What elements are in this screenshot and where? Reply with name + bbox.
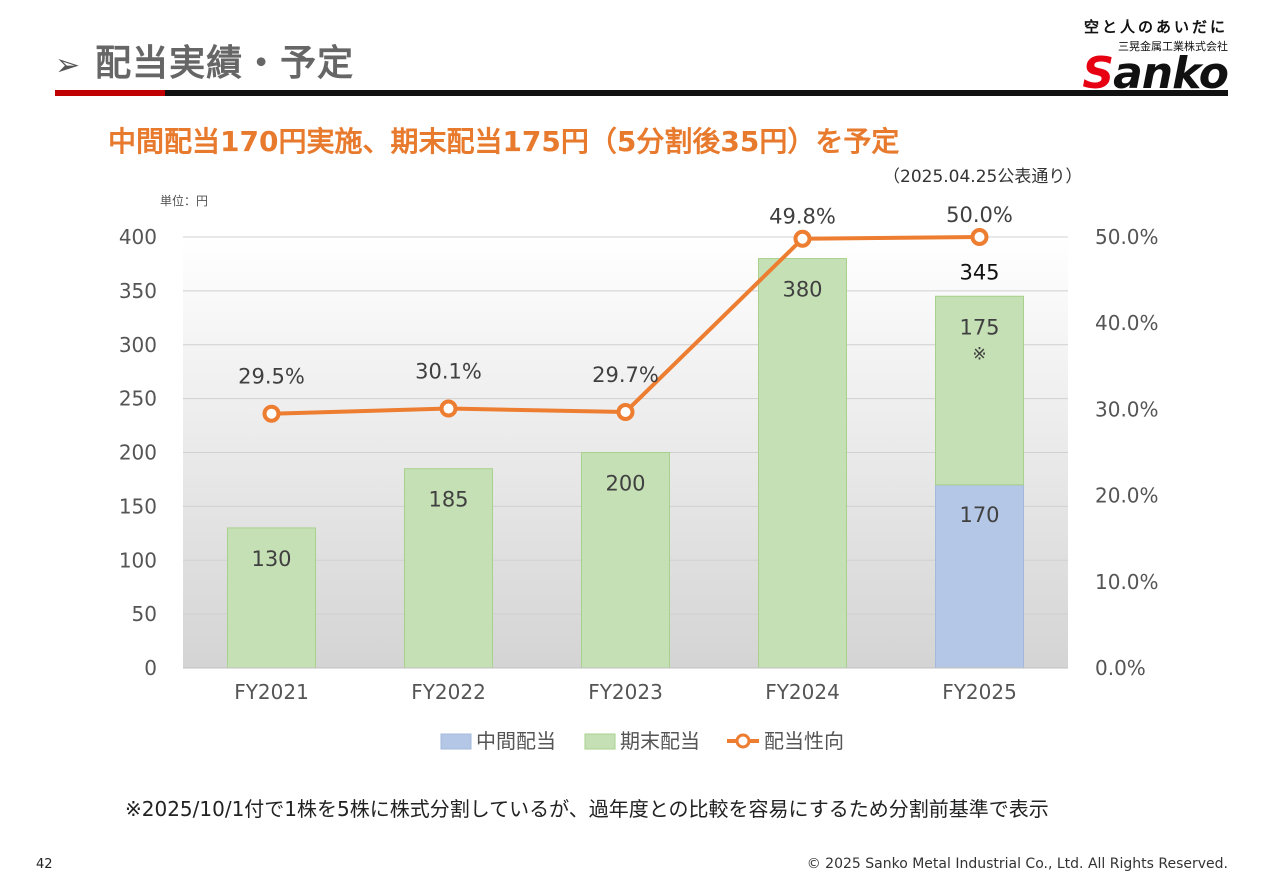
bar-year-end-FY2022 bbox=[404, 468, 493, 669]
bar-value-label: 130 bbox=[251, 547, 291, 571]
y-tick-label: 300 bbox=[119, 333, 157, 357]
payout-ratio-label: 29.5% bbox=[238, 365, 305, 389]
payout-ratio-point bbox=[262, 404, 281, 423]
footnote: ※2025/10/1付で1株を5株に株式分割しているが、過年度との比較を容易にす… bbox=[125, 797, 1049, 821]
bar-year-end-FY2025 bbox=[935, 295, 1024, 486]
y-tick-label: 250 bbox=[119, 387, 157, 411]
header-rule-accent bbox=[55, 90, 165, 96]
y2-tick-label: 10.0% bbox=[1095, 570, 1159, 594]
x-tick-label: FY2022 bbox=[411, 680, 486, 704]
y-tick-label: 350 bbox=[119, 279, 157, 303]
payout-ratio-label: 30.1% bbox=[415, 360, 482, 384]
y2-tick-label: 0.0% bbox=[1095, 656, 1146, 680]
y2-tick-label: 40.0% bbox=[1095, 311, 1159, 335]
page-number: 42 bbox=[36, 857, 53, 872]
legend-marker-payout bbox=[735, 733, 751, 749]
payout-ratio-point bbox=[616, 402, 635, 421]
payout-ratio-point bbox=[970, 228, 989, 246]
bar-year-end-FY2024 bbox=[758, 258, 847, 669]
x-tick-label: FY2025 bbox=[942, 680, 1017, 704]
bar-value-label: 380 bbox=[782, 278, 822, 302]
company-logo: 空と人のあいだに 三晃金属工業株式会社 Sanko bbox=[1063, 16, 1229, 96]
bar-value-label: 185 bbox=[428, 488, 468, 512]
x-tick-label: FY2023 bbox=[588, 680, 663, 704]
logo-wordmark: Sanko bbox=[1063, 52, 1229, 96]
y-tick-label: 200 bbox=[119, 441, 157, 465]
bar-year-end-value-label: 175 bbox=[959, 315, 999, 339]
logo-tagline: 空と人のあいだに bbox=[1083, 18, 1228, 36]
legend-swatch-year-end bbox=[584, 733, 616, 750]
bullet-arrow-icon: ➢ bbox=[55, 48, 82, 83]
legend-label-year-end: 期末配当 bbox=[620, 729, 700, 753]
logo-company-name: 三晃金属工業株式会社 bbox=[1118, 40, 1228, 53]
announcement-note: （2025.04.25公表通り） bbox=[883, 167, 1083, 187]
legend-swatch-interim bbox=[440, 733, 472, 750]
headline: 中間配当170円実施、期末配当175円（5分割後35円）を予定 bbox=[108, 125, 900, 158]
bar-note-mark: ※ bbox=[972, 344, 986, 364]
bar-interim-value-label: 170 bbox=[959, 503, 999, 527]
payout-ratio-label: 49.8% bbox=[769, 205, 836, 229]
payout-ratio-point bbox=[793, 229, 812, 248]
page-title-text: 配当実績・予定 bbox=[95, 43, 355, 84]
header-rule bbox=[165, 90, 1228, 96]
y2-tick-label: 20.0% bbox=[1095, 484, 1159, 508]
y-tick-label: 100 bbox=[119, 548, 157, 572]
logo-wordmark-rest: anko bbox=[1113, 48, 1229, 99]
logo-wordmark-s: S bbox=[1082, 48, 1114, 99]
page-title: ➢ 配当実績・予定 bbox=[55, 34, 354, 86]
y-tick-label: 50 bbox=[132, 602, 157, 626]
copyright: © 2025 Sanko Metal Industrial Co., Ltd. … bbox=[806, 856, 1228, 872]
x-tick-label: FY2021 bbox=[234, 680, 309, 704]
bar-year-end-FY2023 bbox=[581, 452, 670, 669]
bar-interim-FY2025 bbox=[935, 484, 1024, 669]
payout-ratio-label: 29.7% bbox=[592, 363, 659, 387]
unit-label: 単位：円 bbox=[160, 194, 209, 208]
legend-label-interim: 中間配当 bbox=[476, 729, 556, 753]
bar-year-end-FY2021 bbox=[227, 527, 316, 669]
payout-ratio-point bbox=[439, 399, 458, 418]
y-tick-label: 0 bbox=[144, 656, 157, 680]
y-tick-label: 400 bbox=[119, 225, 157, 249]
legend-label-payout: 配当性向 bbox=[764, 729, 844, 753]
y2-tick-label: 30.0% bbox=[1095, 397, 1159, 421]
bar-value-label: 200 bbox=[605, 472, 645, 496]
y2-tick-label: 50.0% bbox=[1095, 225, 1159, 249]
y-tick-label: 150 bbox=[119, 494, 157, 518]
payout-ratio-label: 50.0% bbox=[946, 203, 1013, 227]
bar-total-label: 345 bbox=[959, 260, 999, 284]
x-tick-label: FY2024 bbox=[765, 680, 840, 704]
